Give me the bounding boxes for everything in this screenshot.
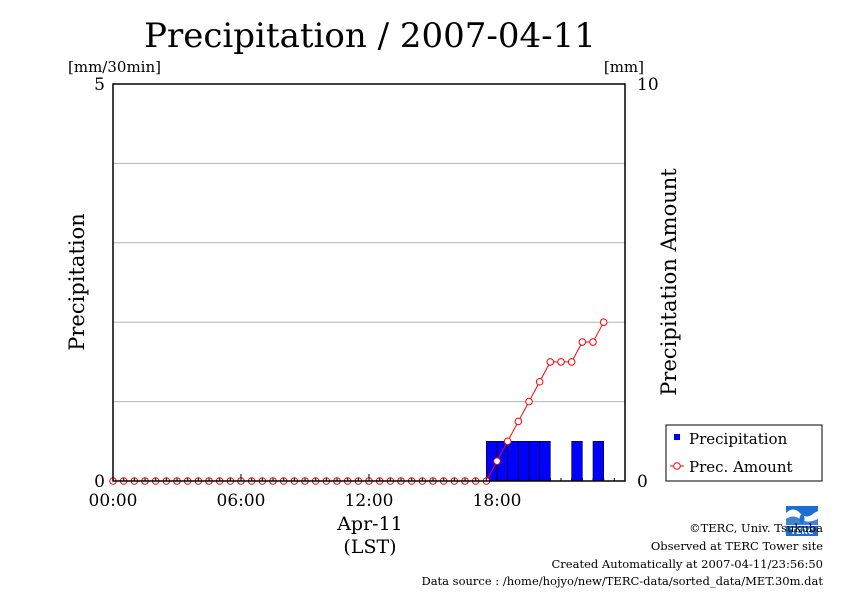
legend-amount-label: Prec. Amount <box>689 458 793 476</box>
x-tick-label: 12:00 <box>345 491 394 511</box>
legend-amount-marker <box>673 462 681 470</box>
legend-precipitation-swatch <box>674 434 680 440</box>
chart-title: Precipitation / 2007-04-11 <box>144 16 596 56</box>
right-unit-label: [mm] <box>604 58 644 76</box>
precipitation-bar <box>518 440 530 482</box>
y-right-tick-label: 10 <box>637 75 659 95</box>
amount-point <box>567 358 576 366</box>
precipitation-bar <box>507 440 519 482</box>
amount-point <box>557 358 565 366</box>
legend: Precipitation Prec. Amount <box>665 424 823 482</box>
right-y-axis-label: Precipitation Amount <box>657 168 681 396</box>
credit-observed: Observed at TERC Tower site <box>650 539 823 553</box>
amount-point <box>599 318 608 327</box>
amount-point <box>546 358 555 366</box>
logo-text: TERC <box>791 527 814 536</box>
precipitation-bar <box>528 440 540 482</box>
precipitation-bar <box>592 440 604 482</box>
x-tick-label: 00:00 <box>89 491 138 511</box>
terc-logo: TERC <box>784 503 820 537</box>
x-tick-label: 06:00 <box>217 491 266 511</box>
y-left-tick-label: 5 <box>94 75 105 95</box>
amount-point <box>525 397 533 406</box>
y-left-tick-label: 0 <box>94 472 105 492</box>
legend-precipitation-label: Precipitation <box>689 430 788 448</box>
left-y-axis-label: Precipitation <box>65 213 89 351</box>
x-axis-timezone-label: (LST) <box>343 536 396 558</box>
plot-frame <box>112 83 626 482</box>
amount-point <box>578 338 587 346</box>
axes: 00:00 06:00 12:00 18:00 5 0 10 0 <box>89 75 659 511</box>
credit-created: Created Automatically at 2007-04-11/23:5… <box>551 557 824 571</box>
x-tick-label: 18:00 <box>473 491 522 511</box>
credit-copyright: ©TERC, Univ. Tsukuba <box>689 521 823 535</box>
grid-lines <box>113 162 625 403</box>
amount-point <box>535 377 544 386</box>
x-axis-date-label: Apr-11 <box>336 513 403 535</box>
left-unit-label: [mm/30min] <box>68 58 161 76</box>
amount-point <box>503 437 512 446</box>
y-right-tick-label: 0 <box>637 472 648 492</box>
amount-point <box>514 417 523 426</box>
credit-data-source: Data source : /home/hojyo/new/TERC-data/… <box>421 574 823 588</box>
precipitation-bar <box>571 440 583 482</box>
amount-point <box>589 338 597 346</box>
legend-box <box>665 424 823 482</box>
amount-point <box>493 457 501 465</box>
precipitation-bar <box>539 440 551 482</box>
